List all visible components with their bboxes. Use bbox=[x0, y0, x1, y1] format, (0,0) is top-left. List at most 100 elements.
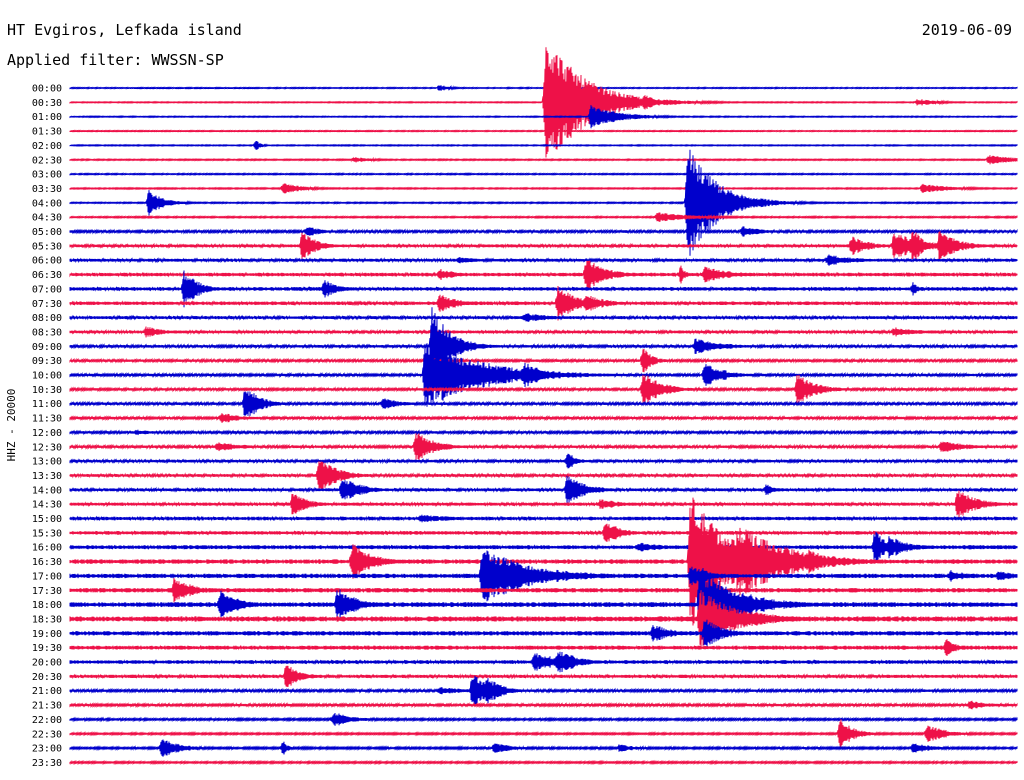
trace-line bbox=[69, 567, 1018, 642]
trace-line bbox=[69, 343, 1018, 407]
trace-line bbox=[69, 651, 1018, 673]
trace-line bbox=[69, 270, 1018, 308]
time-label: 05:00 bbox=[32, 227, 62, 238]
trace-line bbox=[69, 413, 1018, 423]
time-label: 13:30 bbox=[32, 471, 62, 482]
time-label: 04:00 bbox=[32, 198, 62, 209]
trace-line bbox=[69, 391, 1018, 416]
time-label: 16:00 bbox=[32, 543, 62, 554]
time-label: 01:30 bbox=[32, 127, 62, 138]
trace-line bbox=[69, 226, 1018, 237]
time-label: 12:30 bbox=[32, 442, 62, 453]
time-label: 20:30 bbox=[32, 672, 62, 683]
trace-line bbox=[69, 475, 1018, 504]
time-label: 04:30 bbox=[32, 213, 62, 224]
time-label: 09:30 bbox=[32, 356, 62, 367]
time-label: 23:00 bbox=[32, 744, 62, 755]
trace-line bbox=[69, 759, 1018, 766]
time-label: 19:30 bbox=[32, 643, 62, 654]
time-label: 14:00 bbox=[32, 485, 62, 496]
trace-line bbox=[69, 523, 1018, 542]
time-label: 19:00 bbox=[32, 629, 62, 640]
time-label: 21:00 bbox=[32, 686, 62, 697]
trace-line bbox=[69, 461, 1018, 490]
trace-line bbox=[69, 212, 1018, 222]
trace-line bbox=[69, 429, 1018, 436]
time-label: 12:00 bbox=[32, 428, 62, 439]
trace-line bbox=[69, 374, 1018, 404]
trace-line bbox=[69, 285, 1018, 321]
time-label: 02:30 bbox=[32, 155, 62, 166]
time-label: 22:00 bbox=[32, 715, 62, 726]
time-label: 13:00 bbox=[32, 457, 62, 468]
time-label: 22:30 bbox=[32, 729, 62, 740]
channel-label: HHZ - 20000 bbox=[5, 389, 18, 462]
trace-line bbox=[69, 590, 1018, 648]
time-label: 23:30 bbox=[32, 758, 62, 769]
time-label: 17:00 bbox=[32, 571, 62, 582]
date-label: 2019-06-09 bbox=[921, 21, 1012, 39]
time-label: 18:00 bbox=[32, 600, 62, 611]
time-label: 06:30 bbox=[32, 270, 62, 281]
time-label: 02:00 bbox=[32, 141, 62, 152]
time-label: 20:00 bbox=[32, 658, 62, 669]
time-label: 03:30 bbox=[32, 184, 62, 195]
time-label: 08:30 bbox=[32, 327, 62, 338]
trace-line bbox=[69, 231, 1018, 261]
trace-line bbox=[69, 700, 1018, 710]
trace-line bbox=[69, 183, 1018, 194]
time-label: 01:00 bbox=[32, 112, 62, 123]
trace-line bbox=[69, 578, 1018, 603]
trace-line bbox=[69, 665, 1018, 687]
trace-line bbox=[69, 84, 1018, 91]
trace-line bbox=[69, 47, 1018, 158]
time-label: 06:00 bbox=[32, 256, 62, 267]
trace-line bbox=[69, 453, 1018, 469]
trace-line bbox=[69, 639, 1018, 657]
time-label: 15:00 bbox=[32, 514, 62, 525]
trace-line bbox=[69, 141, 1018, 150]
time-label: 08:00 bbox=[32, 313, 62, 324]
time-label: 21:30 bbox=[32, 701, 62, 712]
trace-line bbox=[69, 675, 1018, 706]
time-label: 15:30 bbox=[32, 528, 62, 539]
time-label: 11:00 bbox=[32, 399, 62, 410]
trace-line bbox=[69, 514, 1018, 523]
trace-line bbox=[69, 313, 1018, 322]
trace-line bbox=[69, 712, 1018, 726]
time-label: 16:30 bbox=[32, 557, 62, 568]
trace-line bbox=[69, 326, 1018, 338]
time-label: 10:30 bbox=[32, 385, 62, 396]
trace-line bbox=[69, 254, 1018, 266]
trace-line bbox=[69, 155, 1018, 165]
time-label: 00:00 bbox=[32, 84, 62, 95]
trace-line bbox=[69, 149, 1018, 256]
trace-line bbox=[69, 497, 1018, 626]
time-label: 10:00 bbox=[32, 371, 62, 382]
trace-line bbox=[69, 531, 1018, 563]
trace-line bbox=[69, 739, 1018, 757]
time-label: 14:30 bbox=[32, 500, 62, 511]
trace-line bbox=[69, 129, 1018, 133]
time-label: 09:00 bbox=[32, 342, 62, 353]
trace-line bbox=[69, 105, 1018, 129]
trace-line bbox=[69, 260, 1018, 289]
time-label: 18:30 bbox=[32, 614, 62, 625]
trace-line bbox=[69, 719, 1018, 749]
time-label: 11:30 bbox=[32, 414, 62, 425]
trace-line bbox=[69, 307, 1018, 386]
trace-line bbox=[69, 490, 1018, 518]
time-label: 17:30 bbox=[32, 586, 62, 597]
trace-line bbox=[69, 172, 1018, 177]
station-title: HT Evgiros, Lefkada island bbox=[7, 21, 242, 39]
trace-line bbox=[69, 433, 1018, 461]
time-label: 03:00 bbox=[32, 170, 62, 181]
trace-line bbox=[69, 619, 1018, 647]
time-label: 07:30 bbox=[32, 299, 62, 310]
time-label: 07:00 bbox=[32, 284, 62, 295]
trace-line bbox=[69, 550, 1018, 602]
time-label: 05:30 bbox=[32, 241, 62, 252]
trace-line bbox=[69, 348, 1018, 373]
